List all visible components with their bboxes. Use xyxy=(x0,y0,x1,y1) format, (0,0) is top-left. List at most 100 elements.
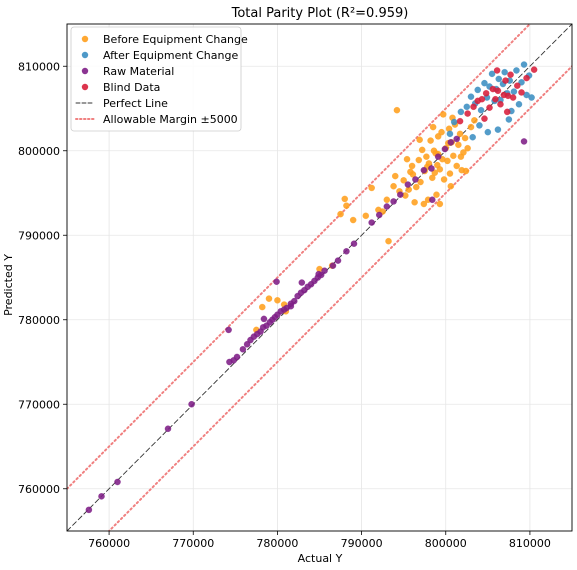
data-point xyxy=(494,87,502,95)
legend-marker xyxy=(81,67,89,75)
data-point xyxy=(164,425,172,433)
data-point xyxy=(225,326,232,334)
plot-content xyxy=(67,24,572,531)
data-point xyxy=(476,122,483,129)
data-point xyxy=(484,128,492,136)
data-point xyxy=(447,138,455,146)
data-point xyxy=(400,177,407,184)
data-point xyxy=(415,156,423,164)
legend-box xyxy=(70,26,242,132)
data-point xyxy=(457,153,465,160)
data-point xyxy=(404,181,412,188)
data-point xyxy=(114,478,121,486)
data-point xyxy=(446,170,454,177)
data-point xyxy=(390,182,397,190)
series-3 xyxy=(456,66,538,125)
margin-line xyxy=(67,24,532,490)
data-point xyxy=(453,162,460,170)
data-point xyxy=(298,279,306,286)
data-point xyxy=(341,195,349,203)
data-point xyxy=(260,315,268,323)
data-point xyxy=(439,111,447,118)
data-point xyxy=(464,144,471,152)
data-point xyxy=(450,152,457,160)
data-point xyxy=(497,100,504,108)
chart-title: Total Parity Plot (R²=0.959) xyxy=(231,6,409,21)
data-point xyxy=(287,300,295,307)
data-point xyxy=(411,198,418,206)
y-tick-label: 810000 xyxy=(18,60,60,73)
x-tick-label: 790000 xyxy=(341,537,383,550)
data-point xyxy=(274,297,281,304)
data-point xyxy=(464,110,471,117)
plot-frame xyxy=(66,23,573,532)
data-point xyxy=(494,126,502,133)
legend-label: After Equipment Change xyxy=(103,49,238,62)
data-point xyxy=(427,137,434,144)
data-point xyxy=(456,130,464,138)
legend-label: Blind Data xyxy=(103,81,160,94)
x-axis-label: Actual Y xyxy=(298,552,343,565)
data-point xyxy=(428,196,436,204)
legend-label: Raw Material xyxy=(103,65,174,78)
data-point xyxy=(455,141,462,149)
data-point xyxy=(441,145,449,153)
data-point xyxy=(507,71,514,78)
data-point xyxy=(436,166,444,173)
data-point xyxy=(486,104,493,111)
data-point xyxy=(495,75,503,83)
x-tick-label: 770000 xyxy=(172,537,214,550)
y-tick-label: 770000 xyxy=(18,398,60,411)
x-tick-label: 810000 xyxy=(509,537,551,550)
series-2 xyxy=(85,135,528,514)
data-point xyxy=(383,196,391,204)
legend-label: Perfect Line xyxy=(103,97,168,110)
data-point xyxy=(453,135,460,143)
data-point xyxy=(350,240,358,247)
y-tick-label: 790000 xyxy=(18,229,60,242)
data-point xyxy=(420,200,428,208)
data-point xyxy=(403,155,411,163)
data-point xyxy=(396,191,404,198)
legend: Before Equipment Change After Equipment C… xyxy=(70,26,248,132)
data-point xyxy=(503,108,511,116)
data-point xyxy=(463,103,471,111)
data-point xyxy=(478,95,486,103)
data-point xyxy=(393,106,401,114)
legend-label: Allowable Margin ±5000 xyxy=(103,113,238,126)
data-point xyxy=(502,77,509,84)
legend-marker xyxy=(81,35,89,43)
data-point xyxy=(98,493,105,500)
data-point xyxy=(528,94,535,101)
data-point xyxy=(408,162,416,170)
data-point xyxy=(520,138,528,145)
data-point xyxy=(482,89,490,97)
data-point xyxy=(273,278,280,286)
data-point xyxy=(436,200,444,208)
data-point xyxy=(462,167,470,175)
data-point xyxy=(492,95,499,103)
data-point xyxy=(85,506,93,514)
data-point xyxy=(429,123,437,131)
data-point xyxy=(457,108,465,116)
data-point xyxy=(362,212,370,220)
data-point xyxy=(477,106,485,114)
data-point xyxy=(412,176,419,183)
x-tick-label: 760000 xyxy=(88,537,130,550)
data-point xyxy=(518,89,525,96)
data-point xyxy=(467,123,475,131)
data-point xyxy=(420,166,428,174)
data-point xyxy=(467,93,475,100)
data-point xyxy=(471,117,478,124)
data-point xyxy=(428,165,435,172)
data-point xyxy=(450,118,458,126)
data-point xyxy=(440,176,448,183)
data-point xyxy=(481,79,488,87)
data-point xyxy=(337,210,344,218)
data-point xyxy=(530,66,538,73)
data-point xyxy=(438,128,445,136)
data-point xyxy=(501,68,508,76)
data-point xyxy=(233,353,241,361)
data-point xyxy=(509,94,517,101)
